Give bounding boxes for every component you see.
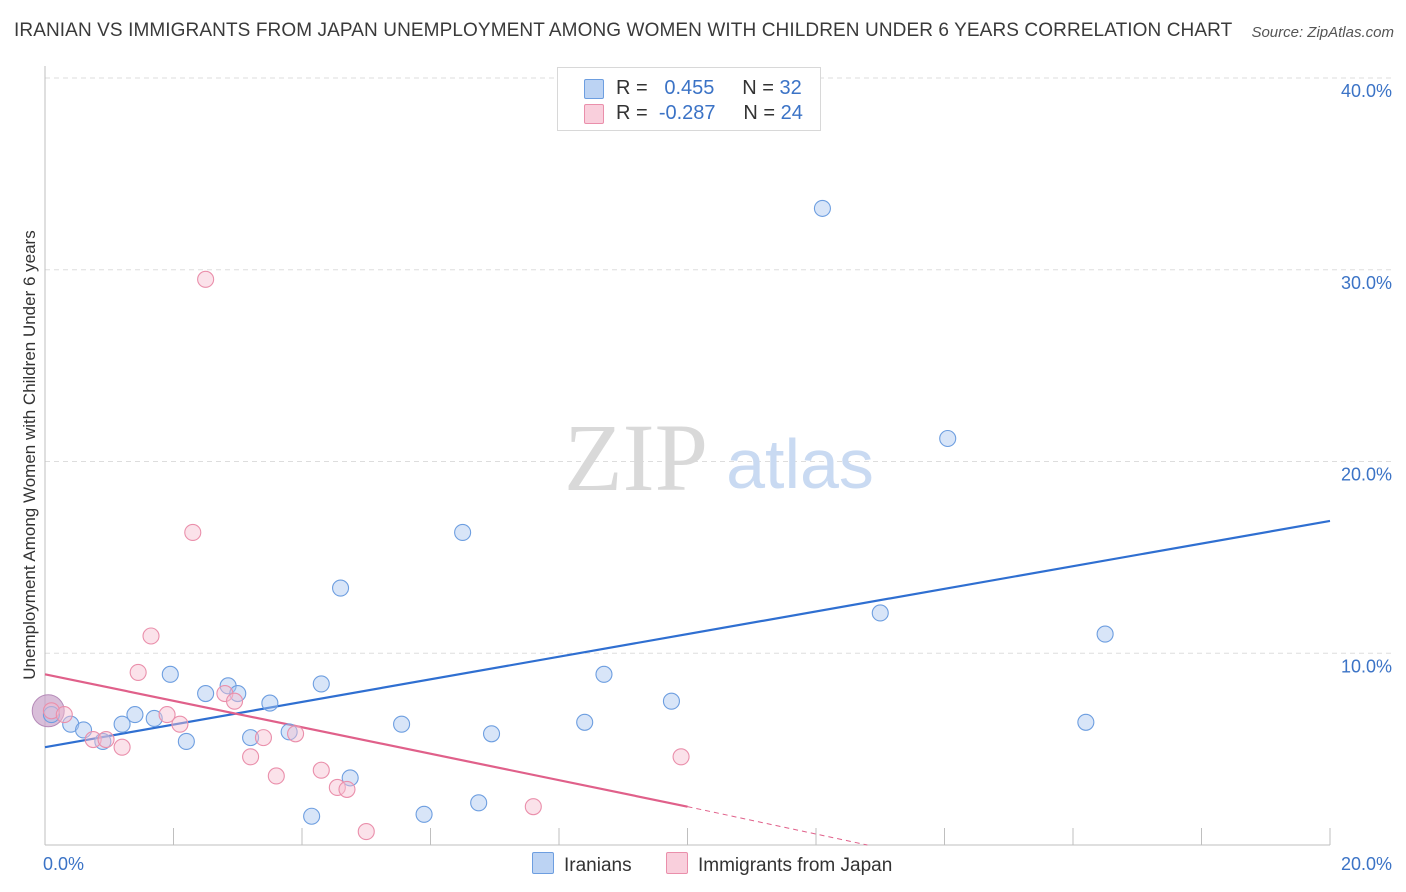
data-point [287,725,305,743]
data-point [576,713,594,731]
legend-n-value: 24 [780,102,803,124]
legend-n-label: N = [743,102,776,124]
watermark-atlas: atlas [726,425,874,503]
data-point [145,709,163,727]
data-point [254,729,273,747]
y-tick-label: 10.0% [1341,656,1392,676]
y-tick-label: 40.0% [1341,81,1392,101]
data-point [113,715,131,733]
watermark-zip: ZIP [564,404,708,511]
data-point [267,767,285,785]
trend-line [44,519,1331,749]
trend-line-extension [687,806,868,846]
bottom-legend-japan: Immigrants from Japan [666,852,892,877]
data-point [261,694,279,712]
data-point [454,523,472,541]
x-tick-label: 0.0% [43,854,84,874]
data-point [1077,713,1095,731]
data-point [280,723,298,741]
data-point [524,798,542,816]
correlation-legend: R = 0.455 N = 32 R = -0.287 N = 24 [557,67,821,131]
data-point [225,692,244,710]
bottom-legend-swatch-iranians [532,852,554,874]
legend-r-value: -0.287 [658,102,716,124]
data-point [482,725,501,743]
data-point [939,429,957,448]
tick-labels: 10.0% 20.0% 30.0% 40.0% 0.0% 20.0% [43,81,1392,874]
data-point [595,665,613,683]
data-points [31,199,1114,841]
data-point [129,663,147,681]
data-point [338,780,356,798]
data-point [1096,625,1114,643]
data-point [242,748,260,766]
data-point [142,627,160,645]
y-tick-label: 20.0% [1341,465,1392,485]
data-point [331,579,350,597]
data-point [84,730,102,749]
data-point [470,794,488,812]
data-point [813,199,831,217]
data-point [158,706,176,724]
legend-r-label: R = [616,77,648,99]
cluster-point [31,694,65,728]
bottom-legend-iranians: Iranians [532,852,632,877]
data-point [303,807,321,825]
data-point [97,730,115,749]
data-point [42,706,60,724]
bottom-legend-label: Iranians [564,855,632,876]
legend-swatch-iranians [584,79,604,99]
gridlines [45,77,1392,654]
data-point [662,692,680,710]
data-point [312,761,330,779]
data-point [197,270,215,288]
data-point [171,715,189,733]
data-point [42,702,60,720]
data-point [242,729,260,747]
data-point [113,738,131,756]
trend-line [44,673,688,808]
chart-title: IRANIAN VS IMMIGRANTS FROM JAPAN UNEMPLO… [14,20,1233,41]
legend-r-label: R = [616,102,648,124]
y-tick-label: 30.0% [1341,273,1392,293]
data-point [184,523,202,541]
bottom-legend-label: Immigrants from Japan [698,855,893,876]
data-point [871,604,889,622]
legend-n-label: N = [742,77,774,99]
y-axis-label: Unemployment Among Women with Children U… [20,230,39,680]
legend-n-value: 32 [779,77,802,99]
data-point [415,805,433,823]
data-point [393,715,411,733]
data-point [126,706,144,724]
data-point [357,823,375,841]
data-point [161,665,179,683]
trend-lines [44,519,1331,846]
legend-swatch-japan [584,104,604,124]
data-point [312,675,330,693]
data-point [55,706,73,724]
data-point [672,748,690,766]
source-label: Source: ZipAtlas.com [1251,24,1394,41]
data-point [177,732,195,751]
legend-r-value: 0.455 [664,77,715,99]
bottom-legend-swatch-japan [666,852,688,874]
watermark: ZIP atlas [564,404,874,511]
data-point [197,684,215,703]
x-tick-label: 20.0% [1341,854,1392,874]
